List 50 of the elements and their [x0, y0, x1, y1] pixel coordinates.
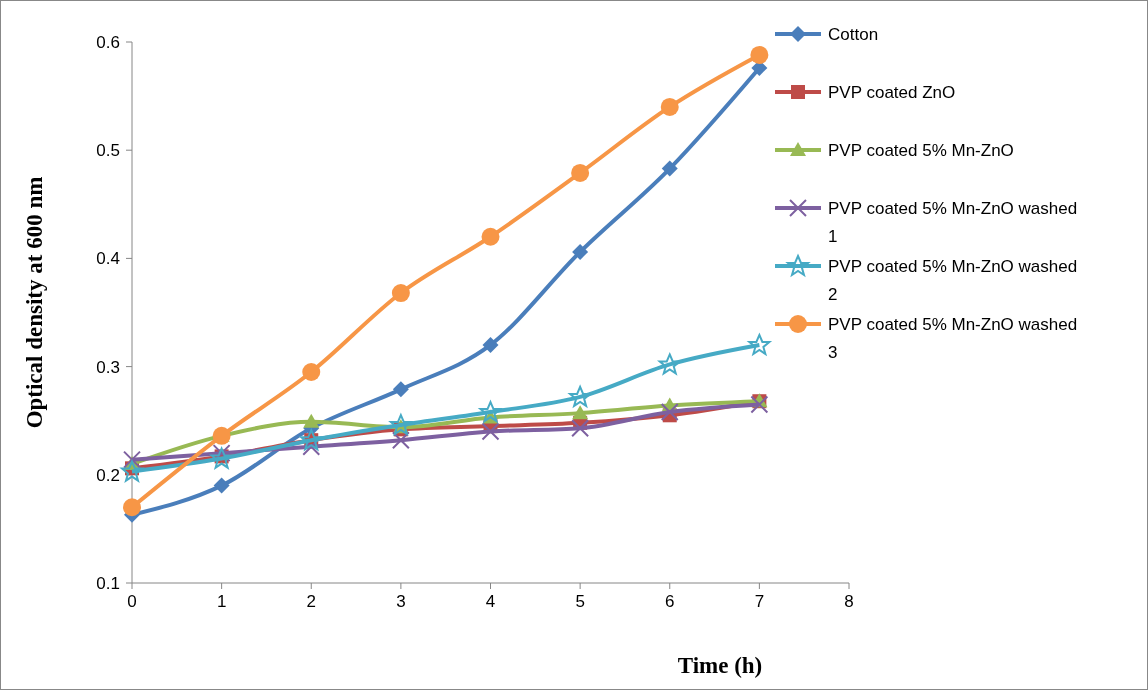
- legend-label: PVP coated ZnO: [828, 82, 956, 102]
- y-tick-label: 0.4: [96, 249, 120, 269]
- y-tick-label: 0.5: [96, 141, 120, 161]
- y-tick-label: 0.2: [96, 465, 120, 485]
- point: [391, 284, 410, 303]
- x-tick-label: 8: [844, 592, 854, 611]
- x-tick-label: 0: [127, 592, 137, 611]
- point: [303, 413, 320, 428]
- y-tick-label: 0.1: [96, 573, 120, 593]
- point: [389, 414, 412, 436]
- point: [482, 336, 499, 353]
- point: [750, 45, 769, 64]
- point: [572, 243, 589, 260]
- point: [571, 163, 590, 182]
- point: [748, 333, 771, 355]
- point: [569, 385, 592, 407]
- point: [123, 498, 141, 517]
- point: [572, 405, 589, 420]
- legend-label: PVP coated 5% Mn-ZnO washed 2: [828, 256, 1078, 304]
- point: [660, 97, 679, 116]
- point: [210, 447, 233, 469]
- x-tick-label: 2: [306, 592, 316, 611]
- point: [121, 460, 143, 482]
- x-tick-label: 1: [216, 592, 227, 611]
- x-tick-label: 6: [665, 592, 675, 611]
- y-axis-title: Optical density at 600 nm: [22, 176, 47, 429]
- legend-label: Cotton: [828, 24, 879, 44]
- y-tick-label: 0.3: [96, 357, 120, 377]
- x-tick-label: 4: [485, 592, 496, 611]
- point: [302, 363, 321, 382]
- point: [123, 450, 141, 469]
- legend-label: PVP coated 5% Mn-ZnO: [828, 140, 1014, 160]
- point: [481, 227, 500, 246]
- point: [661, 160, 678, 177]
- point: [660, 403, 679, 422]
- legend-label: PVP coated 5% Mn-ZnO washed 1: [828, 198, 1078, 246]
- point: [571, 419, 590, 438]
- x-tick-label: 5: [575, 592, 585, 611]
- point: [750, 395, 769, 414]
- legend-label: PVP coated 5% Mn-ZnO washed 3: [828, 314, 1078, 362]
- x-tick-label: 7: [754, 592, 765, 611]
- point: [481, 422, 500, 441]
- x-axis-title: Time (h): [677, 653, 763, 678]
- point: [391, 431, 410, 450]
- point: [479, 401, 502, 423]
- x-tick-label: 3: [396, 592, 406, 611]
- point: [658, 353, 681, 375]
- y-tick-label: 0.6: [96, 32, 120, 52]
- point: [213, 477, 230, 494]
- point: [392, 381, 409, 398]
